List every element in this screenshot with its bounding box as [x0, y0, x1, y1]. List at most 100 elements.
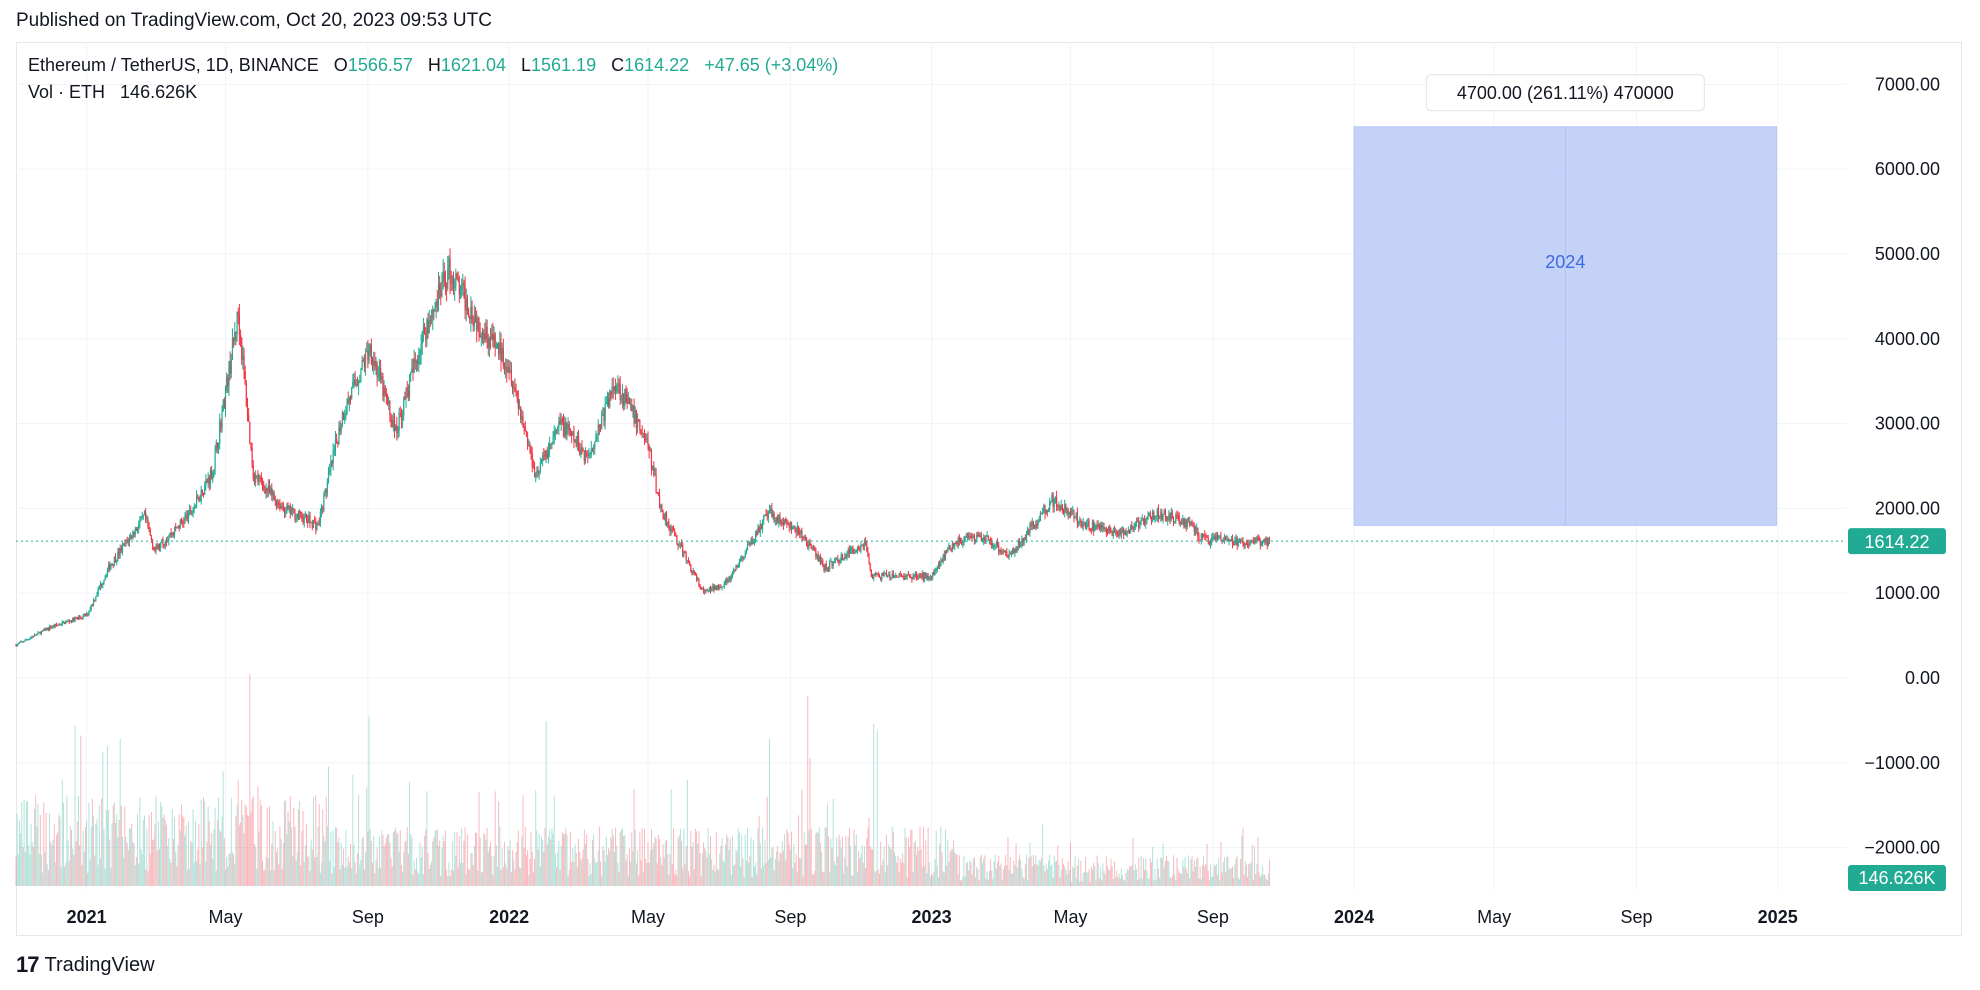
candle-body — [581, 447, 583, 451]
candle-body — [863, 541, 866, 548]
candle-body — [461, 283, 463, 290]
candle-body — [1125, 531, 1127, 534]
volume-bar — [836, 837, 838, 886]
volume-bar — [916, 854, 918, 886]
volume-bar — [1140, 856, 1142, 886]
symbol-label[interactable]: Ethereum / TetherUS, 1D, BINANCE — [28, 55, 319, 75]
volume-bar — [1119, 878, 1121, 886]
candle-body — [435, 301, 437, 308]
candle-body — [693, 570, 695, 574]
volume-bar — [61, 779, 63, 886]
candle-body — [970, 535, 972, 537]
candle-body — [251, 447, 253, 467]
volume-bar — [914, 840, 916, 886]
volume-bar — [374, 872, 376, 886]
candle-body — [395, 425, 397, 431]
volume-bar — [43, 802, 45, 886]
volume-bar — [960, 880, 962, 886]
volume-bar — [669, 853, 671, 886]
candle-body — [801, 530, 803, 537]
volume-bar — [464, 827, 466, 886]
volume-bar — [64, 866, 66, 886]
candle-body — [1168, 514, 1170, 519]
candle-body — [860, 544, 862, 550]
candle-body — [102, 583, 104, 586]
candle-body — [72, 617, 74, 622]
candle-body — [636, 419, 639, 429]
candle-body — [1198, 536, 1200, 541]
candle-body — [411, 368, 413, 373]
volume-bar — [351, 868, 353, 886]
candle-body — [965, 536, 967, 538]
candle-body — [228, 361, 230, 387]
volume-bar — [880, 841, 882, 886]
volume-bar — [350, 843, 352, 886]
volume-bar — [510, 871, 512, 886]
volume-bar — [802, 876, 804, 886]
volume-bar — [1029, 842, 1031, 886]
candle-body — [1113, 529, 1116, 533]
candle-body — [984, 537, 986, 542]
volume-bar — [428, 868, 430, 886]
volume-bar — [106, 746, 108, 886]
volume-bar — [102, 751, 104, 886]
candle-body — [824, 564, 826, 570]
volume-bar — [326, 825, 328, 886]
candle-body — [164, 541, 166, 546]
candle-body — [235, 332, 237, 335]
x-tick-label: May — [208, 907, 242, 927]
volume-bar — [461, 827, 463, 886]
candle-body — [252, 466, 254, 479]
volume-bar — [1164, 860, 1166, 886]
volume-bar — [289, 795, 291, 886]
volume-bar — [138, 863, 140, 886]
candle-body — [568, 423, 570, 430]
candle-body — [1015, 548, 1017, 552]
volume-bar — [1046, 869, 1048, 886]
candle-body — [1059, 506, 1061, 511]
volume-bar — [795, 854, 797, 886]
volume-bar — [1116, 870, 1118, 886]
volume-label[interactable]: Vol · ETH — [28, 82, 106, 102]
candle-body — [1014, 548, 1016, 553]
footer-brand[interactable]: 17 TradingView — [16, 952, 155, 978]
candle-body — [1084, 522, 1087, 529]
volume-bar — [218, 797, 220, 886]
volume-bar — [376, 847, 378, 886]
candle-body — [91, 604, 93, 606]
volume-bar — [726, 834, 728, 886]
candle-body — [16, 644, 18, 647]
volume-bar — [731, 836, 733, 886]
volume-bar — [1263, 874, 1265, 886]
volume-bar — [1244, 861, 1246, 886]
volume-bar — [213, 829, 215, 886]
volume-bar — [615, 827, 617, 886]
candle-body — [730, 576, 732, 580]
volume-bar — [722, 860, 724, 886]
volume-bar — [524, 826, 526, 886]
volume-bar — [397, 833, 399, 886]
candle-body — [1237, 541, 1239, 546]
candle-body — [618, 383, 620, 385]
candle-body — [305, 515, 308, 520]
candle-body — [67, 620, 69, 622]
candle-body — [800, 530, 802, 534]
candle-body — [121, 544, 124, 552]
volume-bar — [148, 814, 150, 886]
volume-bar — [875, 871, 877, 886]
candle-body — [825, 564, 827, 571]
volume-bar — [1053, 855, 1055, 886]
volume-bar — [647, 842, 649, 886]
volume-bar — [578, 838, 580, 886]
volume-bar — [1235, 858, 1237, 886]
volume-bar — [674, 874, 676, 886]
volume-bar — [988, 870, 990, 886]
candle-body — [153, 547, 155, 549]
candle-body — [221, 411, 223, 429]
candle-body — [1099, 524, 1102, 529]
volume-bar — [843, 873, 845, 886]
volume-bar — [1086, 872, 1088, 886]
volume-bar — [1016, 867, 1018, 886]
candle-body — [403, 396, 405, 416]
